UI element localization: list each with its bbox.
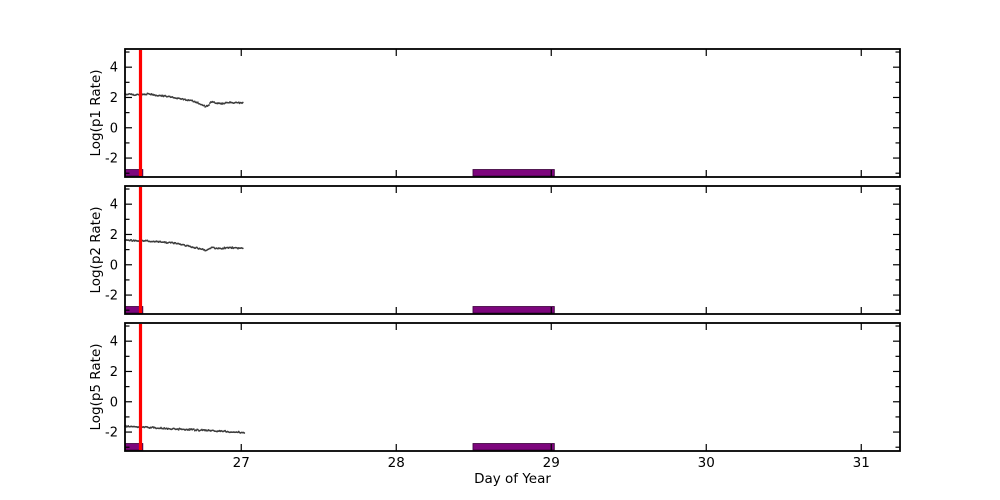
event-span xyxy=(472,169,555,177)
x-tick-label: 31 xyxy=(853,455,870,471)
y-tick-label: -2 xyxy=(105,289,118,304)
y-tick-label: -2 xyxy=(105,426,118,441)
y-tick-label: 2 xyxy=(110,365,118,380)
x-axis-label: Day of Year xyxy=(474,471,551,487)
panel-1: -2 0 2 4 xyxy=(105,48,901,178)
y-tick-label: 0 xyxy=(110,395,118,410)
panel-frame xyxy=(124,48,901,178)
y-tick-label: 4 xyxy=(110,198,118,213)
panel-2: -2 0 2 4 xyxy=(105,185,901,315)
y-tick-label: 2 xyxy=(110,228,118,243)
x-tick-label: 27 xyxy=(233,455,250,471)
panel-frame xyxy=(124,185,901,315)
x-tick-label: 30 xyxy=(698,455,715,471)
y-tick-label: -2 xyxy=(105,152,118,167)
x-tick-label: 29 xyxy=(543,455,560,471)
event-span xyxy=(472,443,555,451)
panel-3: -2 0 2 4 xyxy=(105,322,901,452)
rate-trace xyxy=(124,424,246,434)
y-axis-label-p1: Log(p1 Rate) xyxy=(88,69,104,157)
rate-trace xyxy=(124,92,244,108)
x-tick-label: 28 xyxy=(388,455,405,471)
y-tick-label: 2 xyxy=(110,91,118,106)
y-tick-label: 4 xyxy=(110,61,118,76)
y-tick-label: 0 xyxy=(110,121,118,136)
event-span xyxy=(472,306,555,314)
y-tick-label: 4 xyxy=(110,335,118,350)
y-axis-label-p2: Log(p2 Rate) xyxy=(88,206,104,294)
y-axis-label-p5: Log(p5 Rate) xyxy=(88,343,104,431)
y-tick-label: 0 xyxy=(110,258,118,273)
